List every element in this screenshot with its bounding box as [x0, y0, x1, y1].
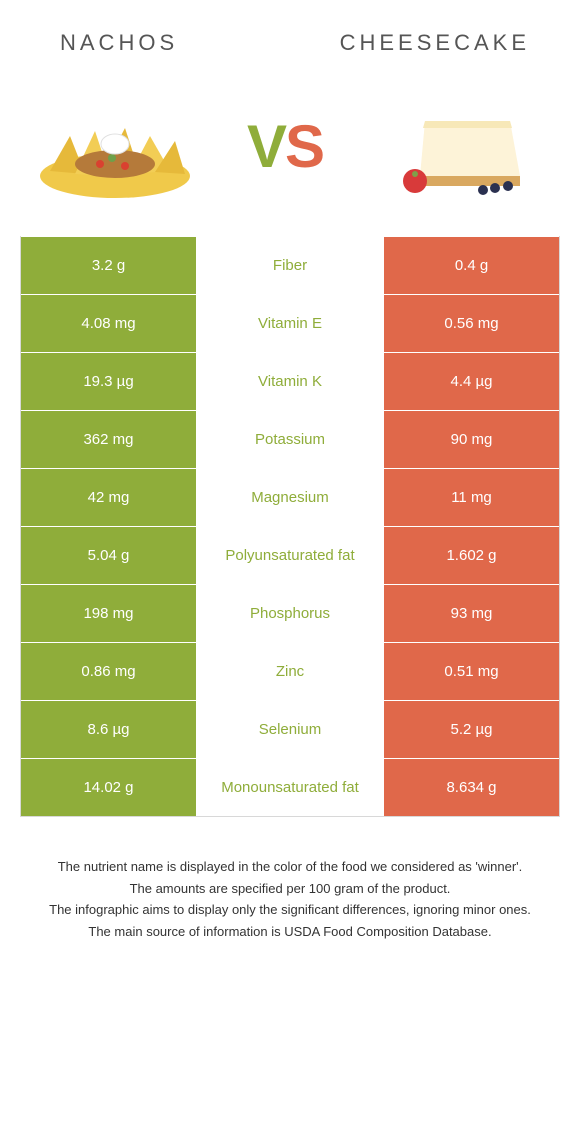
value-right: 5.2 µg — [384, 701, 559, 758]
table-row: 0.86 mgZinc0.51 mg — [21, 642, 559, 700]
nachos-image — [30, 86, 200, 206]
nutrient-label: Vitamin E — [196, 295, 384, 352]
footnotes: The nutrient name is displayed in the co… — [20, 817, 560, 941]
vs-label: VS — [247, 112, 323, 181]
table-row: 8.6 µgSelenium5.2 µg — [21, 700, 559, 758]
value-right: 93 mg — [384, 585, 559, 642]
nutrient-table: 3.2 gFiber0.4 g4.08 mgVitamin E0.56 mg19… — [20, 236, 560, 817]
value-left: 42 mg — [21, 469, 196, 526]
vs-row: VS — [20, 76, 560, 236]
value-right: 1.602 g — [384, 527, 559, 584]
value-right: 11 mg — [384, 469, 559, 526]
comparison-infographic: NACHOS CHEESECAKE VS — [0, 0, 580, 983]
food2-title: CHEESECAKE — [340, 30, 530, 56]
nutrient-label: Zinc — [196, 643, 384, 700]
value-left: 14.02 g — [21, 759, 196, 816]
table-row: 19.3 µgVitamin K4.4 µg — [21, 352, 559, 410]
nutrient-label: Magnesium — [196, 469, 384, 526]
footnote-line: The amounts are specified per 100 gram o… — [30, 879, 550, 899]
value-left: 19.3 µg — [21, 353, 196, 410]
table-row: 4.08 mgVitamin E0.56 mg — [21, 294, 559, 352]
value-right: 90 mg — [384, 411, 559, 468]
nutrient-label: Polyunsaturated fat — [196, 527, 384, 584]
nutrient-label: Fiber — [196, 237, 384, 294]
value-right: 0.51 mg — [384, 643, 559, 700]
footnote-line: The infographic aims to display only the… — [30, 900, 550, 920]
cheesecake-image — [370, 86, 540, 206]
vs-v: V — [247, 113, 285, 180]
table-row: 362 mgPotassium90 mg — [21, 410, 559, 468]
value-right: 8.634 g — [384, 759, 559, 816]
value-left: 198 mg — [21, 585, 196, 642]
value-left: 5.04 g — [21, 527, 196, 584]
nutrient-label: Monounsaturated fat — [196, 759, 384, 816]
value-right: 4.4 µg — [384, 353, 559, 410]
value-left: 0.86 mg — [21, 643, 196, 700]
table-row: 198 mgPhosphorus93 mg — [21, 584, 559, 642]
value-left: 362 mg — [21, 411, 196, 468]
header-row: NACHOS CHEESECAKE — [20, 30, 560, 76]
nutrient-label: Phosphorus — [196, 585, 384, 642]
table-row: 42 mgMagnesium11 mg — [21, 468, 559, 526]
nutrient-label: Potassium — [196, 411, 384, 468]
vs-s: S — [285, 113, 323, 180]
footnote-line: The main source of information is USDA F… — [30, 922, 550, 942]
footnote-line: The nutrient name is displayed in the co… — [30, 857, 550, 877]
value-right: 0.56 mg — [384, 295, 559, 352]
nutrient-label: Vitamin K — [196, 353, 384, 410]
table-row: 5.04 gPolyunsaturated fat1.602 g — [21, 526, 559, 584]
food1-title: NACHOS — [60, 30, 178, 56]
value-left: 4.08 mg — [21, 295, 196, 352]
table-row: 14.02 gMonounsaturated fat8.634 g — [21, 758, 559, 816]
value-left: 3.2 g — [21, 237, 196, 294]
nutrient-label: Selenium — [196, 701, 384, 758]
value-left: 8.6 µg — [21, 701, 196, 758]
table-row: 3.2 gFiber0.4 g — [21, 236, 559, 294]
value-right: 0.4 g — [384, 237, 559, 294]
